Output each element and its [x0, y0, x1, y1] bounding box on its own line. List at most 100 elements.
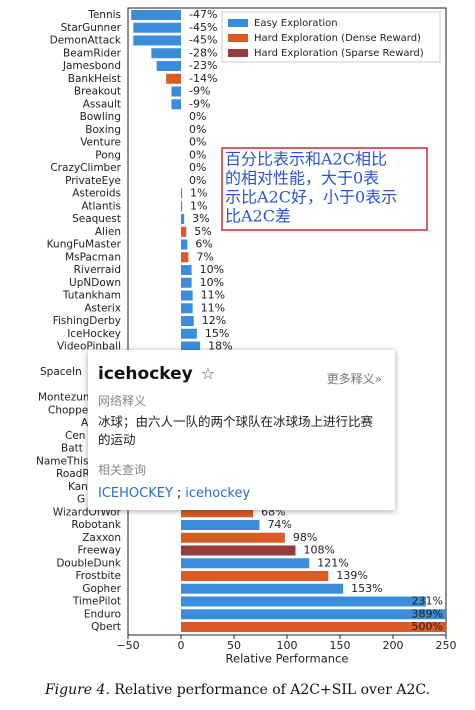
- annotation-line: 示比A2C好，小于0表示: [225, 188, 397, 207]
- bar: [181, 583, 344, 594]
- more-link[interactable]: 更多释义»: [326, 372, 382, 386]
- value-label: 108%: [303, 544, 334, 557]
- caption: Figure 4. Relative performance of A2C+SI…: [0, 682, 475, 698]
- y-tick-label: StarGunner: [61, 22, 122, 34]
- y-tick-label: Tennis: [87, 9, 121, 21]
- y-tick-label: Gopher: [82, 583, 121, 595]
- caption-text: Relative performance of A2C+SIL over A2C…: [114, 682, 431, 698]
- value-label: 139%: [336, 569, 367, 582]
- bar: [181, 277, 192, 288]
- bar: [181, 596, 426, 607]
- bar: [181, 303, 193, 314]
- bar: [181, 545, 296, 556]
- annotation-line: 比A2C差: [225, 207, 291, 226]
- definition-line: 的运动: [98, 432, 136, 447]
- value-label: 153%: [351, 582, 382, 595]
- bar: [181, 214, 185, 224]
- legend: Easy Exploration Hard Exploration (Dense …: [221, 11, 441, 63]
- bar: [181, 507, 254, 518]
- value-label: -47%: [189, 8, 217, 21]
- dictionary-popup: icehockey ☆ 更多释义» 网络释义 冰球；由六人一队的两个球队在冰球场上…: [88, 350, 395, 510]
- bar: [133, 22, 181, 33]
- definition: 冰球；由六人一队的两个球队在冰球场上进行比赛 的运动: [98, 413, 385, 449]
- x-tick-label: −50: [116, 639, 139, 652]
- value-label: 231%: [412, 595, 443, 608]
- y-tick-label: KungFuMaster: [47, 239, 122, 251]
- legend-label: Hard Exploration (Sparse Reward): [254, 48, 424, 59]
- annotation-line: 的相对性能，大于0表: [225, 169, 379, 188]
- legend-label: Hard Exploration (Dense Reward): [254, 33, 421, 44]
- y-tick-label: RoadR: [56, 468, 90, 480]
- value-label: 1%: [190, 199, 207, 212]
- legend-swatch: [228, 34, 248, 42]
- y-tick-label: VideoPinball: [57, 341, 121, 353]
- y-tick-label: Venture: [80, 137, 121, 149]
- y-tick-label: Kan: [68, 481, 88, 493]
- y-tick-label: BeamRider: [63, 47, 122, 59]
- related-link[interactable]: icehockey: [185, 486, 251, 501]
- bar: [181, 239, 188, 250]
- bar: [181, 532, 285, 543]
- value-label: -9%: [189, 85, 210, 98]
- x-tick-label: 0: [178, 639, 185, 652]
- bar: [181, 290, 193, 301]
- value-label: 1%: [190, 187, 207, 200]
- value-label: 5%: [194, 225, 211, 238]
- y-tick-label: Enduro: [84, 608, 121, 620]
- y-tick-label: Robotank: [71, 519, 122, 531]
- x-tick-label: 100: [277, 639, 298, 652]
- value-label: -23%: [189, 59, 217, 72]
- value-label: 121%: [317, 556, 348, 569]
- bar: [156, 61, 181, 71]
- x-tick-label: 150: [330, 639, 351, 652]
- value-label: -14%: [189, 72, 217, 85]
- value-label: -28%: [189, 46, 217, 59]
- y-tick-label: Breakout: [74, 86, 121, 98]
- value-label: 500%: [412, 620, 443, 633]
- value-label: 0%: [189, 161, 206, 174]
- y-tick-label: Atlantis: [81, 200, 121, 212]
- y-tick-label: Asteroids: [72, 188, 121, 200]
- y-tick-label: PrivateEye: [65, 175, 121, 187]
- bar: [181, 558, 310, 569]
- legend-label: Easy Exploration: [254, 18, 338, 29]
- y-tick-label: Frostbite: [75, 570, 121, 582]
- popup-word: icehockey: [98, 364, 193, 384]
- bars: [131, 10, 446, 632]
- section-title: 相关查询: [98, 463, 147, 477]
- y-tick-label: SpaceIn: [40, 366, 82, 378]
- value-label: 10%: [200, 263, 224, 276]
- y-tick-label: Riverraid: [74, 264, 121, 276]
- value-label: 7%: [196, 250, 213, 263]
- y-tick-label: Freeway: [77, 545, 121, 557]
- bar: [151, 48, 181, 59]
- y-tick-label: FishingDerby: [53, 315, 121, 327]
- bar: [181, 226, 187, 237]
- x-tick-label: 250: [436, 639, 457, 652]
- y-tick-label: A: [81, 417, 89, 429]
- value-label: 3%: [192, 212, 209, 225]
- value-label: 0%: [189, 148, 206, 161]
- related-link[interactable]: ICEHOCKEY: [98, 486, 173, 501]
- bar: [181, 622, 446, 632]
- value-label: 0%: [189, 110, 206, 123]
- y-tick-label: Seaquest: [72, 213, 121, 225]
- value-label: 18%: [208, 340, 232, 353]
- y-tick-label: G: [77, 494, 85, 506]
- chart: Relative Performance Easy Exploration Har…: [36, 7, 457, 666]
- favorite-star[interactable]: ☆: [200, 364, 216, 383]
- bar: [181, 571, 329, 581]
- bar: [133, 35, 181, 46]
- bar: [181, 520, 260, 530]
- y-tick-label: Batt: [61, 443, 83, 455]
- y-tick-label: BankHeist: [68, 73, 121, 85]
- bar: [181, 316, 194, 326]
- y-tick-label: Zaxxon: [82, 532, 121, 544]
- value-label: 389%: [412, 607, 443, 620]
- y-tick-label: Boxing: [85, 124, 121, 136]
- y-tick-label: Pong: [95, 149, 121, 161]
- y-tick-label: NameThis: [36, 455, 88, 467]
- x-tick-label: 50: [227, 639, 241, 652]
- y-tick-label: MsPacman: [65, 251, 121, 263]
- legend-swatch: [228, 19, 248, 27]
